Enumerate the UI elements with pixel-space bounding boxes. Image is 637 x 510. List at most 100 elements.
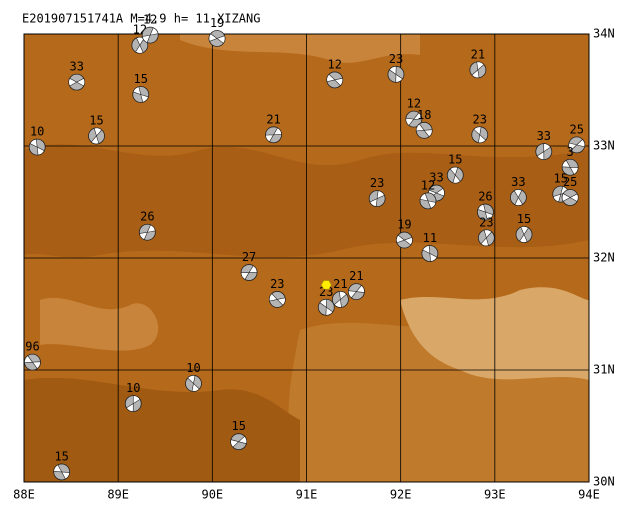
depth-label: 15 [89,113,103,127]
beachball-quadrant [419,193,437,209]
depth-label: 23 [319,285,333,299]
map-title: E201907151741A M=4.9 h= 11 XIZANG [22,12,260,26]
depth-label: 12 [328,57,342,71]
depth-label: 25 [563,175,577,189]
depth-label: 15 [134,72,148,86]
beachball-quadrant [326,73,344,86]
focal-mechanism [68,73,86,91]
focal-mechanism [240,264,258,281]
x-tick-label: 92E [390,488,412,502]
beachball-quadrant [561,159,579,175]
depth-label: 12 [143,13,157,27]
focal-mechanism [131,36,149,54]
depth-label: 10 [126,381,140,395]
beachball-quadrant [319,298,334,316]
depth-label: 23 [479,215,493,229]
beachball-quadrant [139,224,156,240]
depth-label: 21 [333,277,347,291]
focal-mechanism [568,136,586,154]
beachball-quadrant [396,234,413,246]
beachball-quadrant [240,265,258,280]
beachball-quadrant [449,166,461,184]
x-tick-label: 90E [201,488,223,502]
focal-mechanism [561,158,579,176]
focal-mechanism [326,71,344,89]
beachball-quadrant [187,375,200,392]
focal-mechanism [132,86,150,103]
focal-mechanism [208,30,226,47]
depth-label: 33 [70,60,84,74]
depth-label: 19 [397,218,411,232]
beachball-quadrant [348,284,365,299]
y-tick-label: 31N [593,363,615,377]
focal-mechanism [515,226,533,243]
focal-mechanism [477,203,494,221]
beachball-quadrant [471,61,485,79]
depth-label: 33 [429,171,443,185]
beachball-quadrant [473,126,487,144]
focal-mechanism [348,283,365,301]
beachball-quadrant [68,77,86,87]
beachball-quadrant [90,127,103,145]
focal-mechanism [138,223,156,241]
depth-label: 33 [537,129,551,143]
beachball-quadrant [480,229,493,247]
beachball-quadrant [24,355,41,370]
beachball-quadrant [388,66,403,83]
focal-mechanism [469,61,487,79]
beachball-quadrant [513,189,523,206]
depth-label: 23 [270,277,284,291]
depth-label: 18 [417,108,431,122]
focal-mechanism [471,126,489,144]
epicenter [320,280,332,290]
depth-label: 96 [25,340,39,354]
depth-label: 10 [30,125,44,139]
focal-mechanism [124,395,142,413]
focal-mechanism [317,298,335,316]
focal-mechanism [561,189,579,206]
y-tick-label: 34N [593,27,615,41]
beachball-quadrant [477,203,494,221]
x-tick-label: 94E [578,488,600,502]
focal-mechanism [141,26,159,44]
focal-mechanism [419,192,437,210]
beachball-quadrant [29,138,45,156]
depth-label: 15 [517,212,531,226]
focal-mechanism [421,245,439,262]
focal-mechanism [185,375,202,392]
focal-mechanism [53,463,71,481]
beachball-quadrant [230,435,247,448]
beachball-quadrant [269,293,286,306]
depth-label: 15 [448,153,462,167]
x-tick-label: 88E [13,488,35,502]
focal-mechanism [368,190,386,208]
y-tick-label: 32N [593,251,615,265]
focal-mechanism [446,166,464,184]
beachball-quadrant [333,291,347,308]
beachball-quadrant [53,464,70,480]
beachball-quadrant [405,112,423,126]
depth-label: 15 [554,172,568,186]
y-tick-label: 33N [593,139,615,153]
focal-mechanism [268,291,286,308]
beachball-quadrant [422,245,438,262]
depth-label: 19 [210,16,224,30]
x-tick-label: 89E [107,488,129,502]
beachball-quadrant [561,193,579,202]
depth-label: 26 [140,210,154,224]
focal-mechanism [387,65,405,83]
beachball-quadrant [141,27,159,43]
depth-label: 12 [421,178,435,192]
depth-label: 3 [567,145,574,159]
beachball-quadrant [208,33,226,44]
focal-mechanism [331,291,349,308]
x-tick-label: 91E [296,488,318,502]
depth-label: 27 [242,250,256,264]
beachball-quadrant [415,123,433,138]
depth-label: 21 [349,269,363,283]
y-tick-label: 30N [593,475,615,489]
depth-label: 23 [370,176,384,190]
depth-label: 25 [570,122,584,136]
depth-label: 11 [423,231,437,245]
